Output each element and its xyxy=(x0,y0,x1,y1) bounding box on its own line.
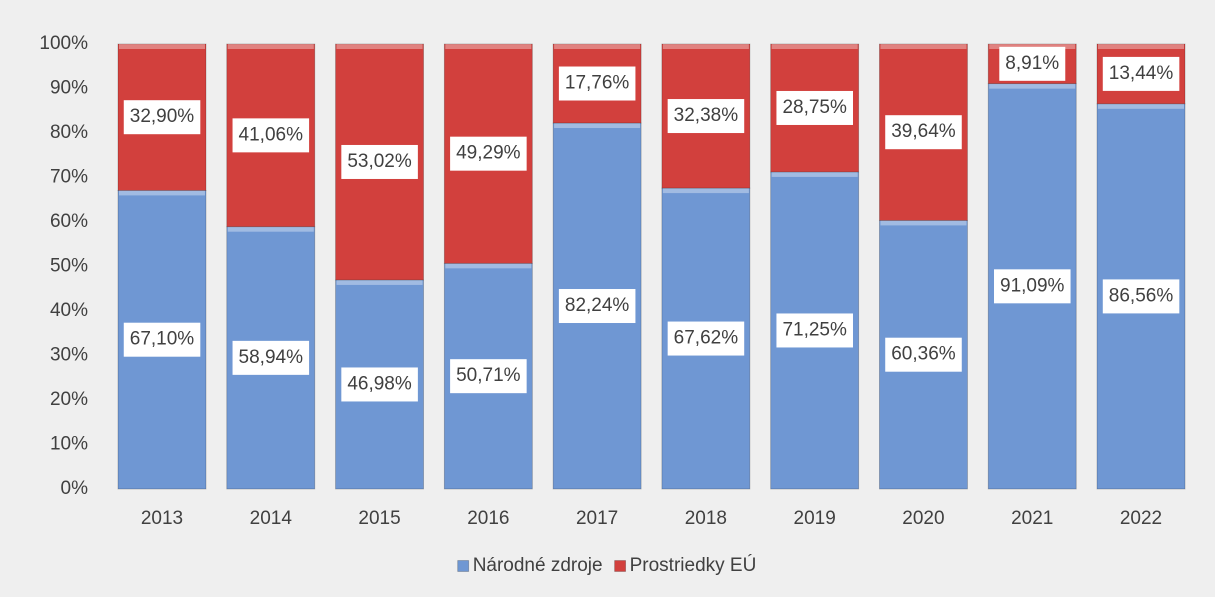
x-tick-label: 2020 xyxy=(902,508,944,529)
data-label: 82,24% xyxy=(565,295,630,316)
data-label-box xyxy=(667,99,745,134)
x-tick-label: 2019 xyxy=(794,508,836,529)
data-label: 46,98% xyxy=(347,373,412,394)
bar-highlight xyxy=(1098,44,1185,49)
x-tick-label: 2018 xyxy=(685,508,727,529)
bar-highlight xyxy=(554,44,641,49)
bar-highlight xyxy=(662,188,749,194)
data-label-box xyxy=(450,136,527,171)
bar-highlight xyxy=(554,123,641,129)
data-label-box xyxy=(232,118,310,153)
data-label-box xyxy=(558,289,636,324)
data-label: 91,09% xyxy=(1000,275,1065,296)
legend-label: Prostriedky EÚ xyxy=(630,554,757,576)
data-label: 50,71% xyxy=(456,365,521,386)
bar-highlight xyxy=(118,44,205,49)
data-label-box xyxy=(885,115,962,150)
bar-highlight xyxy=(1098,103,1185,109)
x-tick-label: 2022 xyxy=(1120,508,1162,529)
bar-highlight xyxy=(118,190,205,196)
data-label: 8,91% xyxy=(1005,53,1059,74)
x-tick-label: 2021 xyxy=(1011,508,1053,529)
legend-marker xyxy=(614,560,627,572)
data-label-box xyxy=(1102,56,1180,91)
data-label: 53,02% xyxy=(347,151,412,172)
legend-label: Národné zdroje xyxy=(473,555,603,576)
data-label: 49,29% xyxy=(456,143,521,164)
bar-highlight xyxy=(227,226,314,232)
bar-highlight xyxy=(989,83,1076,89)
legend-marker xyxy=(457,560,470,572)
data-label-box xyxy=(776,90,853,125)
data-label: 60,36% xyxy=(891,344,956,365)
data-label-box xyxy=(1102,279,1180,314)
y-tick-label: 50% xyxy=(50,256,88,277)
bar-highlight xyxy=(336,279,423,285)
y-tick-label: 0% xyxy=(61,478,89,499)
x-tick-label: 2013 xyxy=(141,508,183,529)
bar-highlight xyxy=(445,263,532,269)
bar-highlight xyxy=(771,44,858,49)
data-label: 32,90% xyxy=(130,106,195,127)
data-label: 17,76% xyxy=(565,73,630,94)
data-label: 41,06% xyxy=(239,124,304,145)
data-label-box xyxy=(341,144,418,179)
data-label: 67,10% xyxy=(130,329,195,350)
y-tick-label: 30% xyxy=(50,345,88,366)
data-label-box xyxy=(667,321,745,356)
x-tick-label: 2014 xyxy=(250,508,293,529)
data-label-box xyxy=(994,269,1071,304)
bar-highlight xyxy=(336,44,423,49)
x-tick-label: 2015 xyxy=(358,508,400,529)
y-tick-label: 80% xyxy=(50,122,88,143)
bar-highlight xyxy=(880,44,967,49)
y-tick-label: 10% xyxy=(50,434,88,455)
data-label: 32,38% xyxy=(674,105,739,126)
data-label-box xyxy=(123,100,201,135)
data-label-box xyxy=(776,313,853,348)
x-tick-label: 2016 xyxy=(467,508,509,529)
data-label: 28,75% xyxy=(782,97,847,118)
data-label-box xyxy=(341,367,418,402)
data-label: 13,44% xyxy=(1109,63,1174,84)
data-label-box xyxy=(450,359,527,394)
data-label: 58,94% xyxy=(239,347,304,368)
bar-highlight xyxy=(445,44,532,49)
data-label: 71,25% xyxy=(782,319,847,340)
y-tick-label: 20% xyxy=(50,389,88,410)
y-tick-label: 40% xyxy=(50,300,88,321)
data-label-box xyxy=(123,322,201,357)
bar-highlight xyxy=(662,44,749,49)
data-label: 39,64% xyxy=(891,121,956,142)
data-label: 67,62% xyxy=(674,328,739,349)
y-tick-label: 70% xyxy=(50,167,88,188)
bar-highlight xyxy=(880,220,967,226)
bar-highlight xyxy=(989,44,1076,49)
x-tick-label: 2017 xyxy=(576,508,618,529)
data-label-box xyxy=(999,46,1066,81)
data-label-box xyxy=(558,66,636,101)
data-label-box xyxy=(885,337,962,372)
data-label: 86,56% xyxy=(1109,285,1174,306)
bar-highlight xyxy=(771,171,858,177)
y-tick-label: 60% xyxy=(50,211,88,232)
y-tick-label: 100% xyxy=(39,33,88,54)
data-label-box xyxy=(232,340,310,375)
y-tick-label: 90% xyxy=(50,78,88,99)
bar-highlight xyxy=(227,44,314,49)
